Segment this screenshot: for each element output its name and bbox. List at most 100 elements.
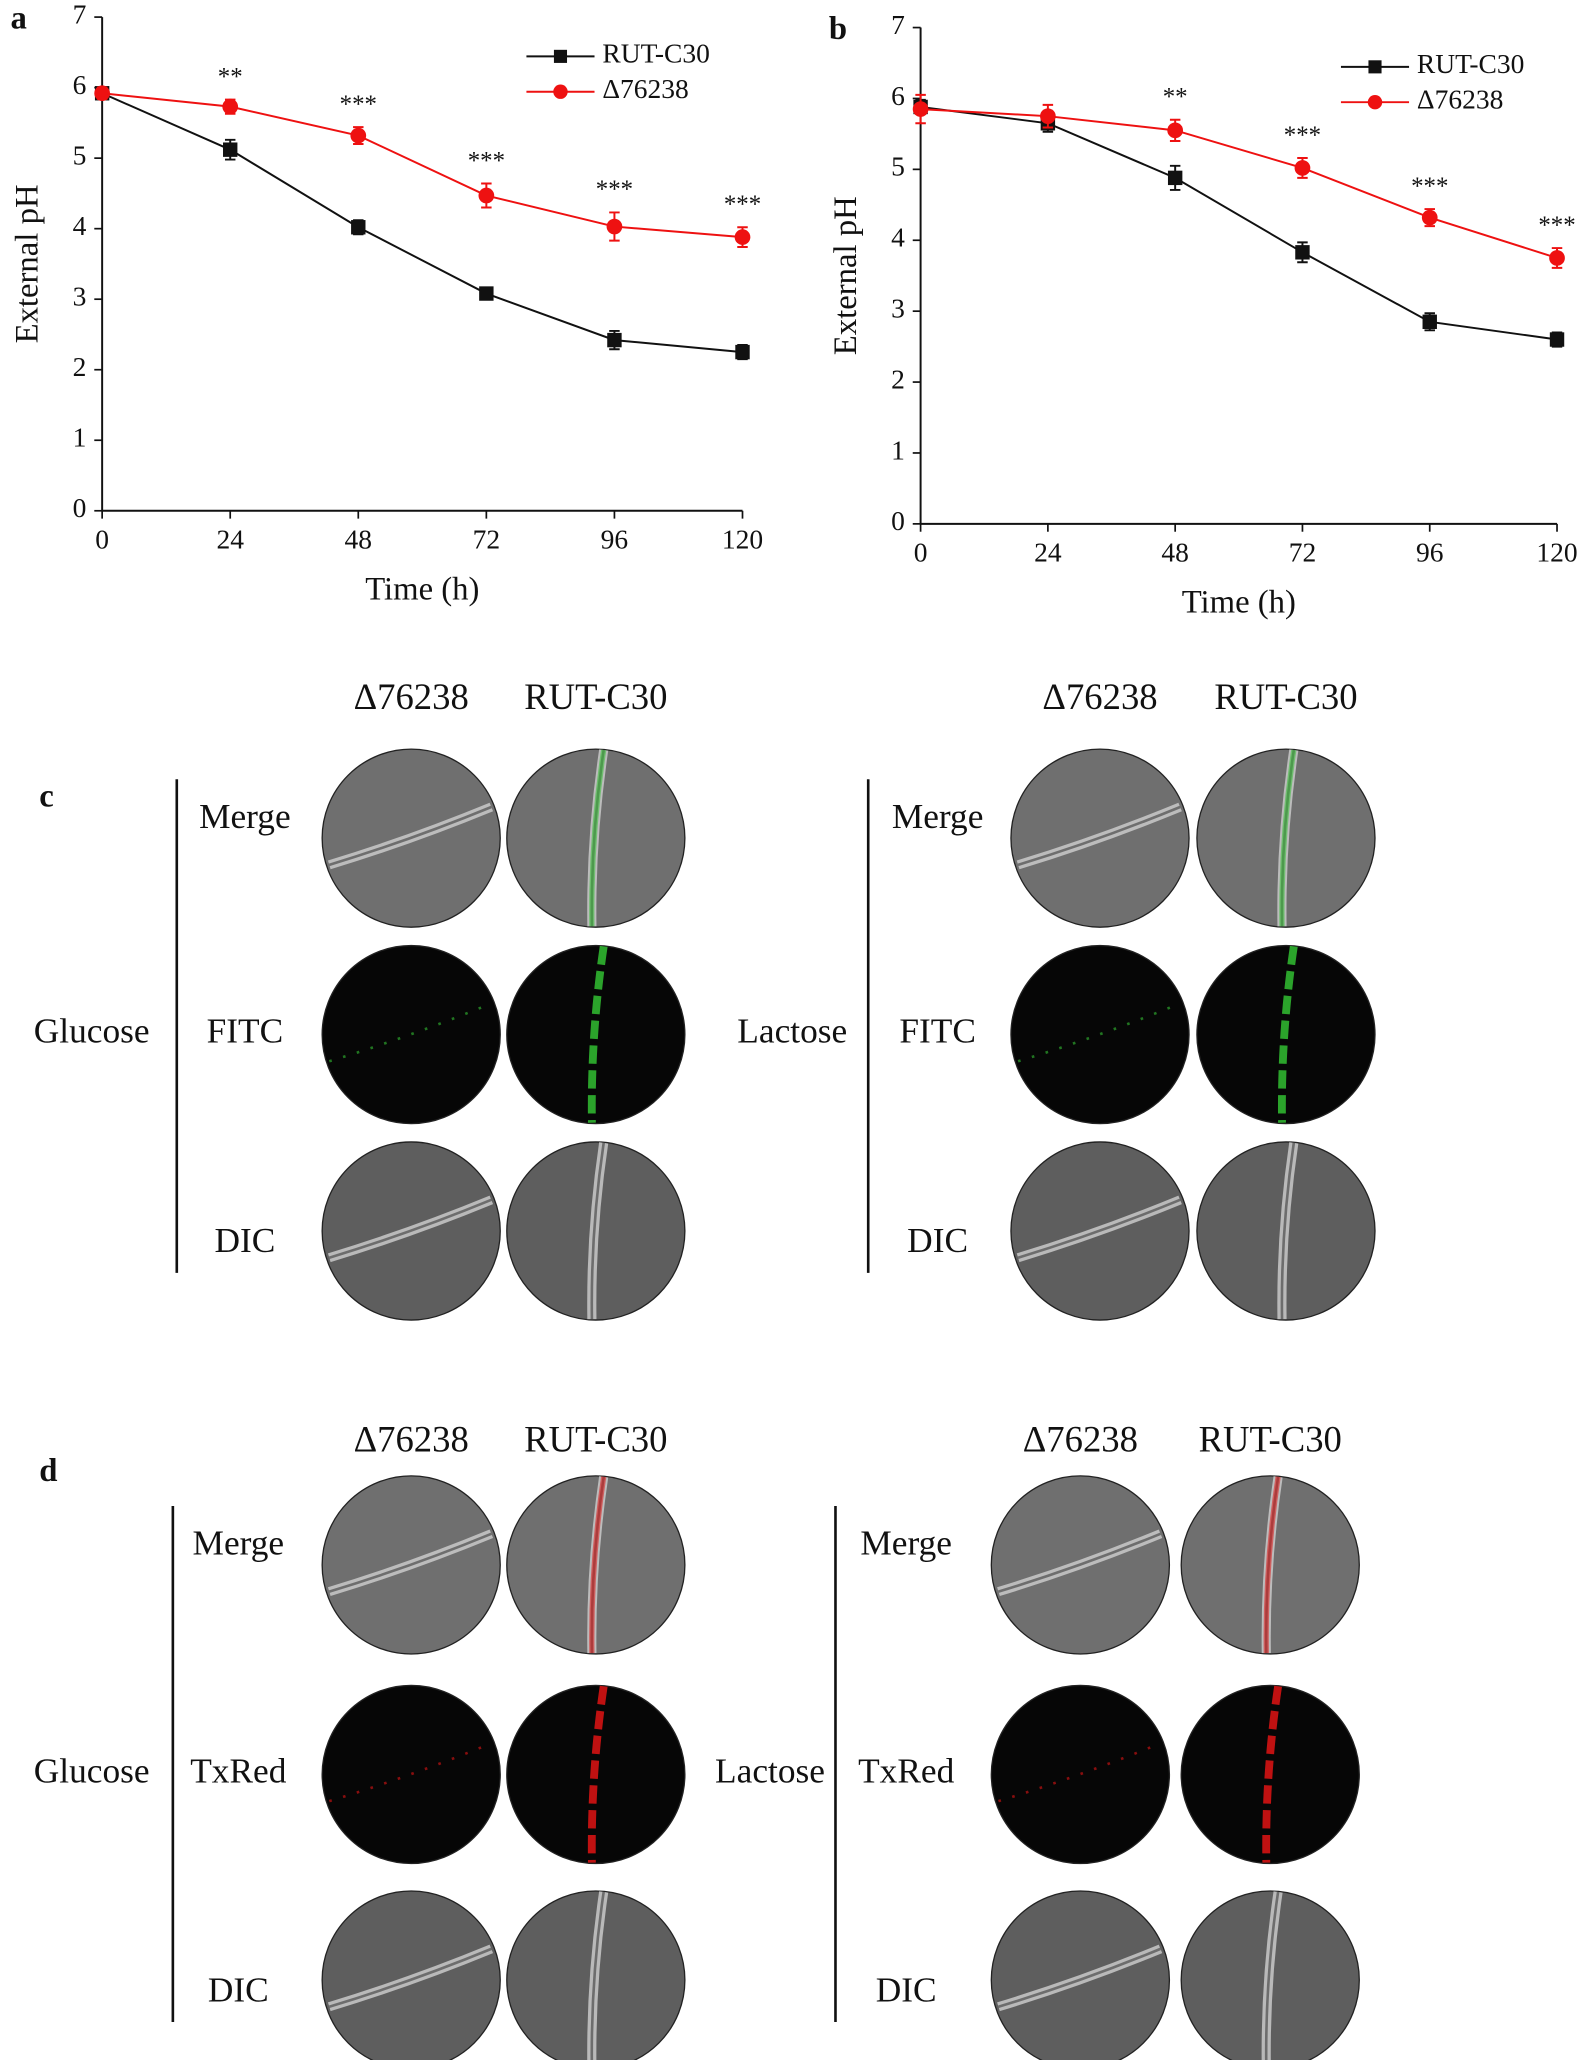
x-axis-label: Time (h) [365, 571, 479, 607]
fluorescence-overlay [589, 1476, 607, 1654]
group-label: Lactose [715, 1751, 825, 1791]
panel-label: a [10, 1, 26, 37]
hypha-edge [328, 805, 492, 867]
x-tick-label: 120 [722, 524, 763, 555]
marker [734, 229, 751, 245]
fluorescence-overlay [1279, 749, 1297, 927]
marker [1549, 332, 1565, 347]
hypha-edge [328, 1947, 492, 2009]
y-axis-label: External pH [10, 184, 46, 343]
significance: *** [468, 147, 505, 174]
fluorescence [587, 945, 608, 1123]
column-header: Δ76238 [1023, 1419, 1138, 1460]
x-tick-label: 48 [345, 524, 373, 555]
significance: *** [1538, 212, 1575, 239]
column-header: Δ76238 [354, 1419, 469, 1460]
hypha-edge [1017, 1198, 1181, 1259]
x-axis-label: Time (h) [1182, 585, 1296, 621]
x-tick-label: 0 [95, 524, 109, 555]
x-tick-label: 120 [1536, 537, 1577, 568]
x-tick-label: 96 [1416, 537, 1444, 568]
marker [1422, 314, 1437, 330]
fluorescence [587, 1685, 608, 1863]
marker [1167, 170, 1183, 186]
row-label: TxRed [858, 1751, 955, 1791]
y-tick-label: 1 [73, 422, 87, 453]
column-header: Δ76238 [1042, 676, 1157, 717]
marker [1295, 245, 1310, 260]
hypha-edge [328, 1532, 492, 1593]
marker [223, 142, 238, 157]
column-header: RUT-C30 [524, 1419, 667, 1460]
row-label: Merge [193, 1523, 285, 1563]
hypha-edge [1264, 1891, 1280, 2060]
y-tick-label: 5 [891, 151, 905, 182]
row-label: DIC [907, 1220, 968, 1260]
marker [351, 220, 366, 235]
y-tick-label: 0 [73, 492, 87, 523]
column-header: RUT-C30 [1199, 1419, 1342, 1460]
x-tick-label: 96 [601, 524, 629, 555]
x-tick-label: 72 [1289, 537, 1317, 568]
hypha-edge [590, 1142, 605, 1320]
y-tick-label: 4 [891, 222, 905, 253]
micrograph [990, 1684, 1171, 1865]
group-label: Glucose [34, 1011, 150, 1051]
significance: *** [1284, 122, 1321, 149]
marker [94, 85, 110, 102]
marker [912, 101, 929, 117]
marker [735, 344, 750, 360]
panel-label: c [39, 778, 54, 814]
marker [606, 218, 623, 235]
row-label: DIC [214, 1220, 275, 1260]
row-label: DIC [876, 1969, 937, 2009]
marker [1421, 209, 1438, 226]
legend-marker [553, 49, 568, 63]
marker [478, 187, 495, 204]
column-header: RUT-C30 [1214, 676, 1357, 717]
x-tick-label: 24 [216, 524, 244, 555]
significance: ** [218, 63, 243, 90]
legend-marker [553, 84, 568, 99]
micrograph [321, 944, 501, 1125]
y-tick-label: 1 [891, 434, 905, 465]
y-tick-label: 6 [73, 69, 87, 100]
hypha-edge [590, 1891, 605, 2060]
row-label: DIC [208, 1969, 269, 2009]
y-tick-label: 2 [73, 351, 87, 382]
y-tick-label: 2 [891, 363, 905, 394]
marker [222, 98, 239, 115]
y-tick-label: 3 [891, 292, 905, 323]
panel-label: b [829, 11, 847, 47]
column-header: Δ76238 [354, 676, 469, 717]
significance: *** [724, 191, 761, 218]
y-tick-label: 5 [73, 139, 87, 170]
legend-marker [1368, 60, 1382, 74]
y-tick-label: 3 [73, 281, 87, 312]
hypha-edge [1280, 1142, 1296, 1320]
marker [1294, 160, 1311, 176]
row-label: TxRed [190, 1751, 287, 1791]
legend-label: RUT-C30 [1417, 48, 1524, 79]
series-line [102, 92, 743, 239]
y-tick-label: 6 [891, 80, 905, 111]
x-tick-label: 24 [1034, 537, 1062, 568]
series-line [920, 105, 1558, 341]
x-tick-label: 48 [1161, 537, 1189, 568]
legend-marker [1367, 95, 1383, 110]
y-tick-label: 7 [73, 0, 87, 29]
hypha-edge [1017, 805, 1181, 867]
marker [1549, 250, 1565, 266]
significance: ** [1163, 83, 1188, 110]
y-tick-label: 0 [891, 505, 905, 536]
x-tick-label: 72 [473, 524, 501, 555]
legend-label: RUT-C30 [602, 38, 709, 69]
y-axis-label: External pH [828, 196, 864, 355]
micrograph [1010, 944, 1190, 1125]
row-label: FITC [899, 1011, 976, 1051]
marker [1040, 108, 1056, 125]
significance: *** [596, 176, 633, 203]
significance: *** [340, 91, 377, 118]
